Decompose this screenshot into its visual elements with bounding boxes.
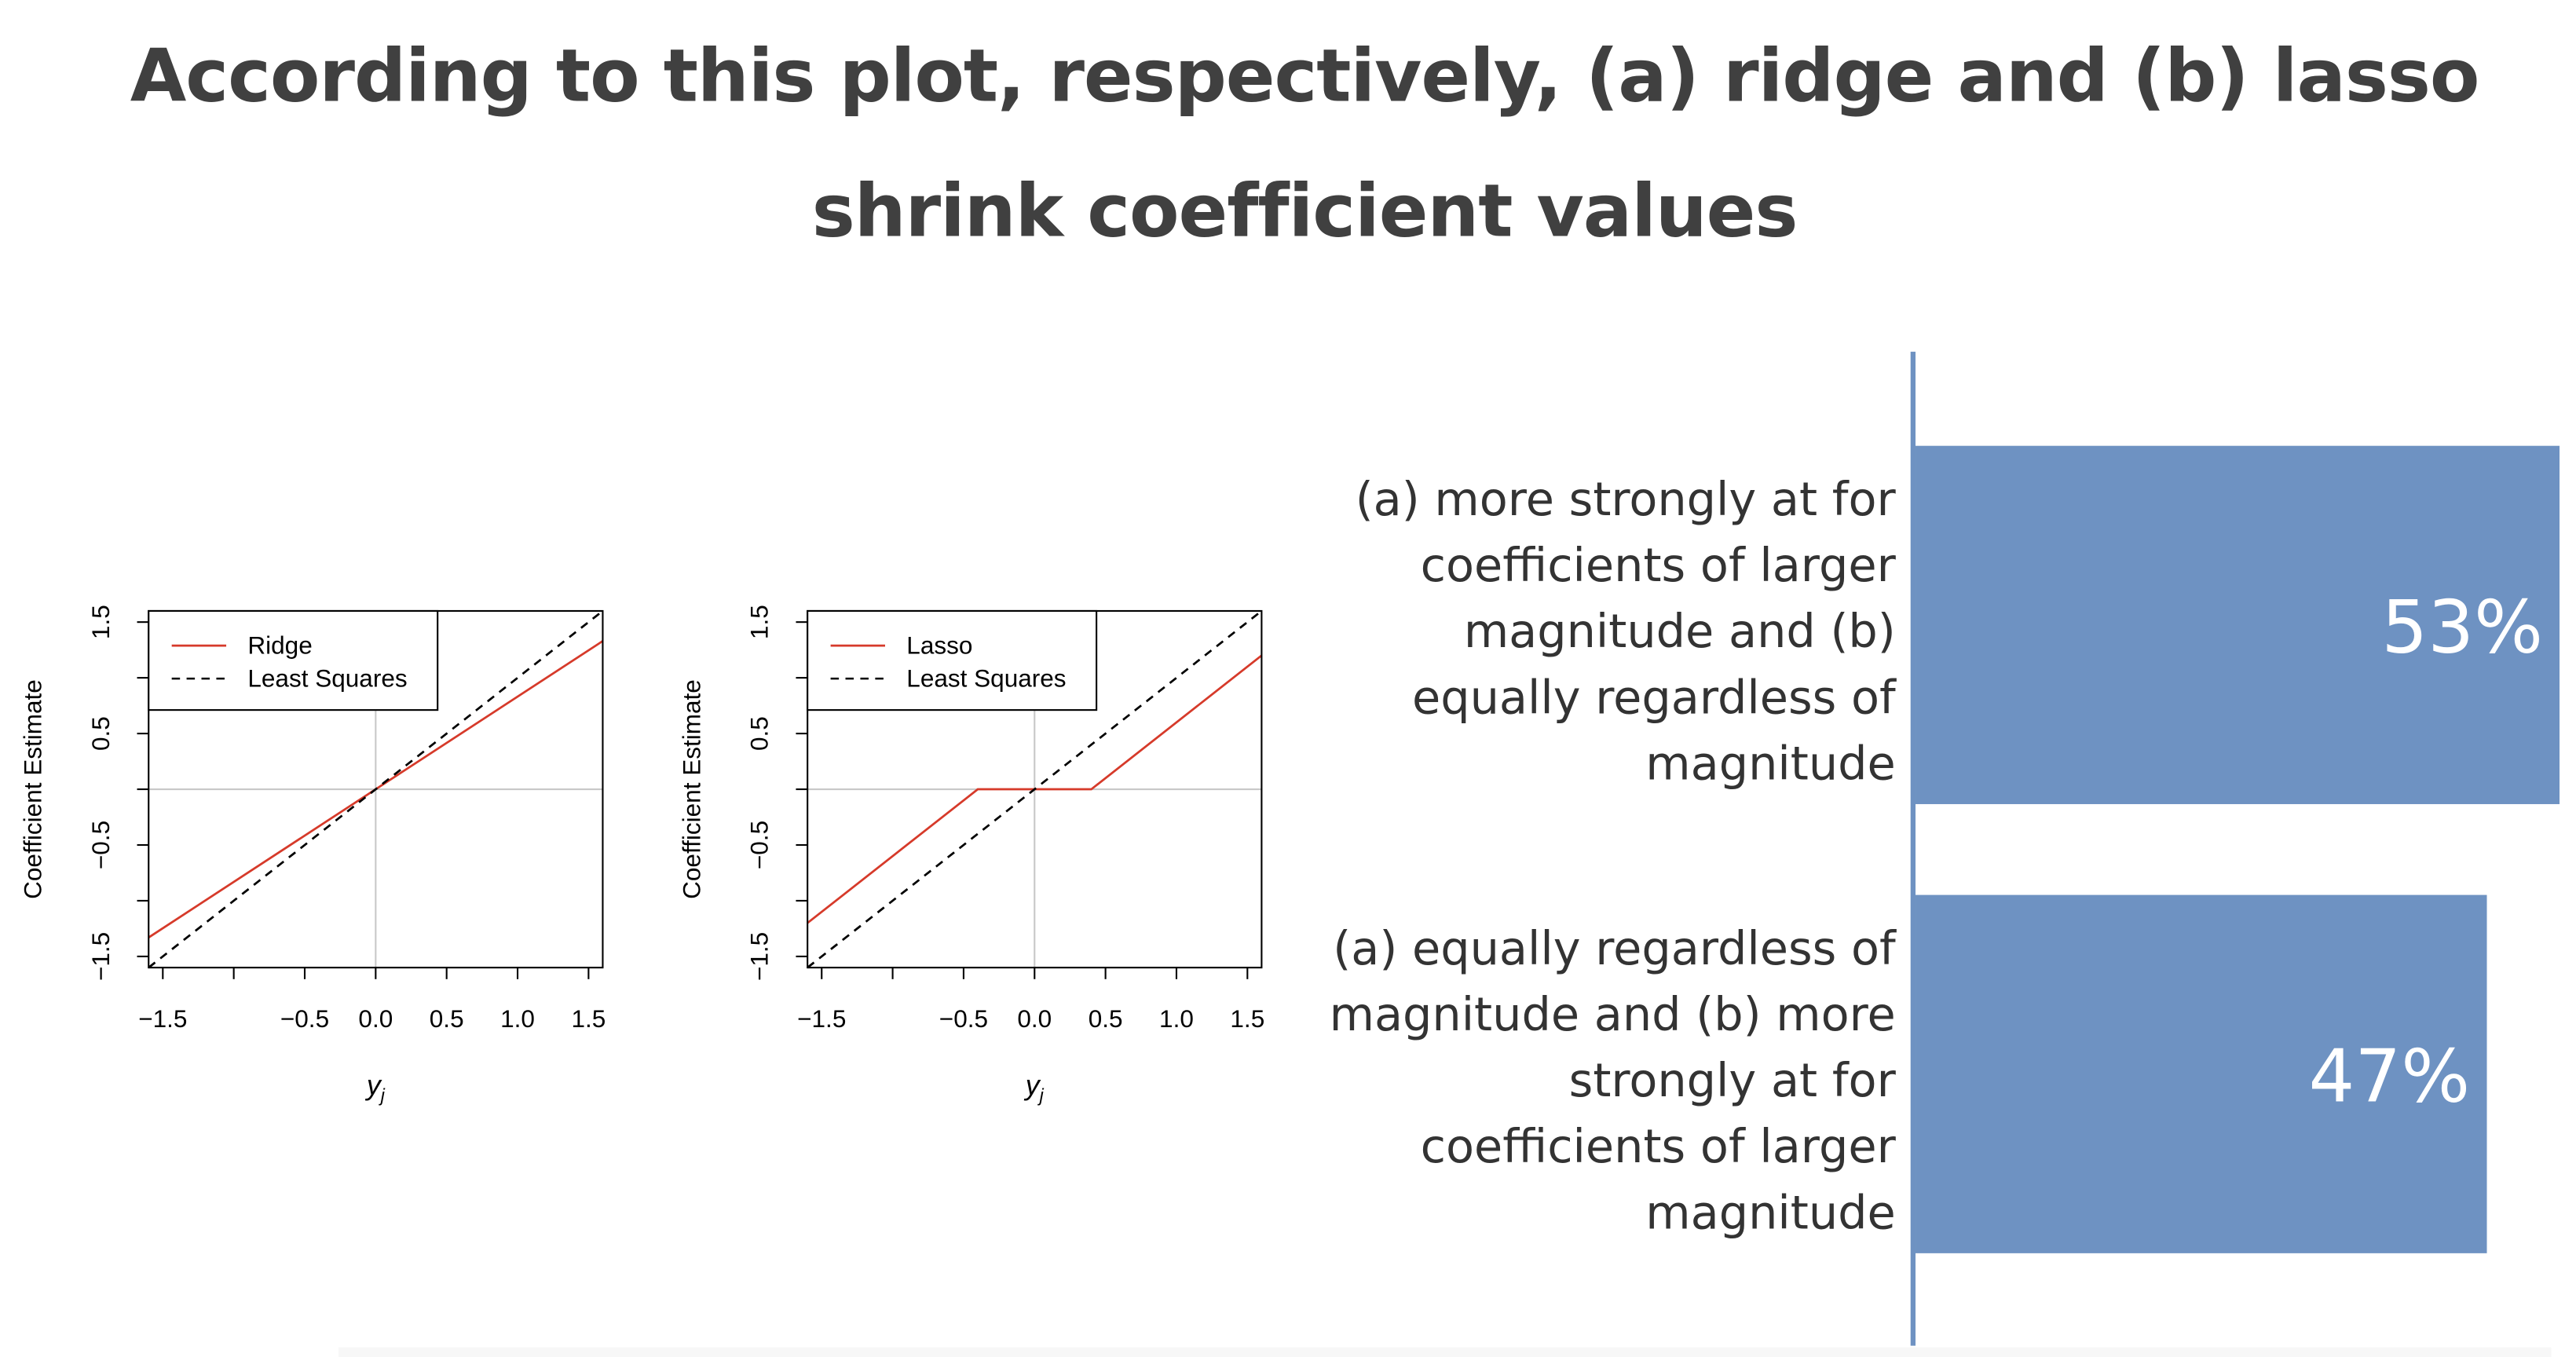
x-tick-label: 0.5 xyxy=(430,1004,464,1033)
y-axis-label: Coefficient Estimate xyxy=(19,679,47,899)
bar-option-b xyxy=(1916,894,2487,1253)
x-tick-label: 0.0 xyxy=(358,1004,393,1033)
y-tick-label: 1.5 xyxy=(745,605,774,639)
x-tick-label: −0.5 xyxy=(280,1004,329,1033)
question-title-line-2: shrink coefficient values xyxy=(811,170,1798,254)
bar-a-value-label: 53% xyxy=(2381,586,2544,671)
y-tick-label: −1.5 xyxy=(86,932,115,981)
answer-a-line: magnitude and (b) xyxy=(1463,604,1896,659)
answer-b-line: magnitude xyxy=(1645,1185,1896,1241)
x-tick-label: 1.0 xyxy=(500,1004,535,1033)
y-tick-label: 0.5 xyxy=(86,716,115,751)
y-tick-label: −0.5 xyxy=(86,821,115,869)
legend-box xyxy=(148,609,439,711)
x-axis-label: yj xyxy=(364,1070,386,1105)
x-tick-label: 1.5 xyxy=(1230,1004,1264,1033)
y-tick-label: −0.5 xyxy=(745,821,774,869)
y-tick-label: −1.5 xyxy=(745,932,774,981)
least-squares-line xyxy=(148,609,604,969)
y-tick-label: 0.5 xyxy=(745,716,774,751)
y-tick-label: 1.5 xyxy=(86,605,115,639)
question-title-line-1: According to this plot, respectively, (a… xyxy=(130,35,2480,119)
bar-option-a xyxy=(1916,445,2560,804)
bar-chart-axis xyxy=(1910,351,1916,1346)
x-tick-label: 1.0 xyxy=(1159,1004,1194,1033)
x-tick-label: −1.5 xyxy=(797,1004,846,1033)
answer-a-line: coefficients of larger xyxy=(1420,538,1896,593)
x-axis-label: yj xyxy=(1023,1070,1045,1105)
legend-label: Ridge xyxy=(247,631,312,660)
x-tick-label: −1.5 xyxy=(138,1004,187,1033)
x-tick-label: 0.0 xyxy=(1017,1004,1052,1033)
least-squares-line xyxy=(807,609,1263,969)
answer-b-line: (a) equally regardless of xyxy=(1333,921,1896,976)
answer-b-line: strongly at for xyxy=(1568,1053,1896,1108)
y-axis-label: Coefficient Estimate xyxy=(678,679,706,899)
answer-label-b: (a) equally regardless of magnitude and … xyxy=(1301,916,1896,1247)
bottom-divider xyxy=(338,1347,2552,1357)
answer-label-a: (a) more strongly at for coefficients of… xyxy=(1301,467,1896,798)
x-tick-label: 1.5 xyxy=(571,1004,606,1033)
legend-label: Least Squares xyxy=(247,664,407,693)
answer-b-line: coefficients of larger xyxy=(1420,1119,1896,1174)
legend-box xyxy=(807,609,1098,711)
lasso-plot: −1.5 −0.5 0.0 0.5 1.0 1.5 −1.5 −0.5 0.5 1.5 Coeffi… xyxy=(678,605,1265,1105)
x-axis-label-subscript: j xyxy=(379,1085,386,1105)
answer-a-line: (a) more strongly at for xyxy=(1355,472,1896,527)
answer-a-line: magnitude xyxy=(1645,736,1896,792)
legend-label: Lasso xyxy=(906,631,972,660)
bar-b-value-label: 47% xyxy=(2308,1035,2471,1120)
x-axis-label-subscript: j xyxy=(1037,1085,1045,1105)
legend-label: Least Squares xyxy=(906,664,1066,693)
x-tick-label: −0.5 xyxy=(939,1004,988,1033)
answer-a-line: equally regardless of xyxy=(1412,670,1896,726)
answer-b-line: magnitude and (b) more xyxy=(1329,987,1896,1042)
x-tick-label: 0.5 xyxy=(1089,1004,1123,1033)
question-title: According to this plot, respectively, (a… xyxy=(66,10,2543,281)
ridge-plot: −1.5 −0.5 0.0 0.5 1.0 1.5 −1.5 −0.5 0.5 1.5 Coeffi… xyxy=(19,605,606,1105)
